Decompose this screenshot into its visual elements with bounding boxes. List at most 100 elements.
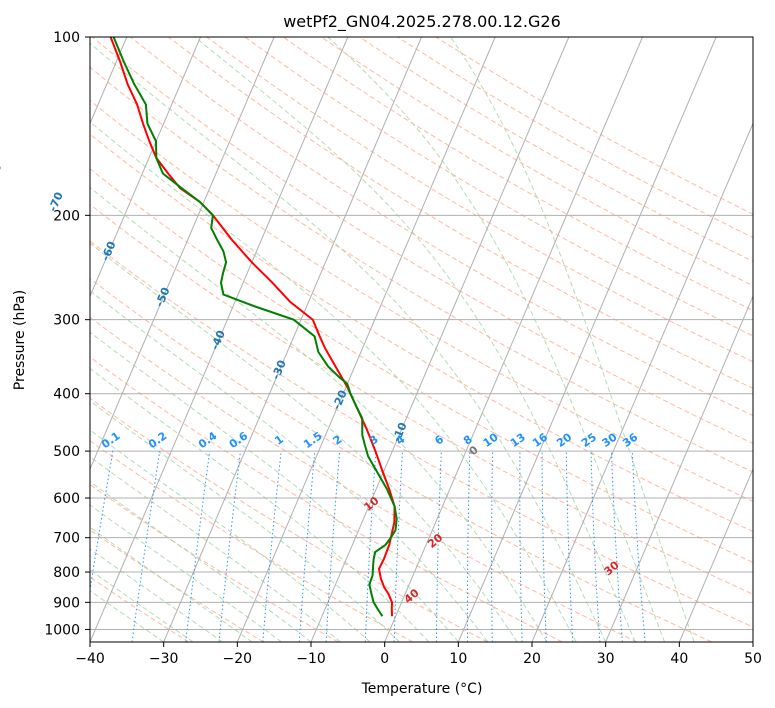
mixing-ratio-label: 13 xyxy=(508,431,528,450)
x-tick-label: −10 xyxy=(296,651,326,667)
mixing-ratio-line xyxy=(631,451,646,642)
mixing-ratio-line xyxy=(565,451,574,642)
x-axis-title: Temperature (°C) xyxy=(361,681,483,697)
isotherm-label: -40 xyxy=(208,328,228,352)
x-tick-label: −30 xyxy=(149,651,179,667)
moist-adiabat xyxy=(90,367,430,642)
isotherm xyxy=(90,37,275,471)
mixing-ratio-line xyxy=(611,451,623,642)
x-tick-label: 0 xyxy=(380,651,389,667)
isotherm xyxy=(457,37,717,642)
x-tick-label: 20 xyxy=(523,651,541,667)
moist-adiabat xyxy=(90,121,577,642)
dry-adiabat xyxy=(90,529,264,642)
dry-adiabat xyxy=(90,576,190,642)
mixing-ratio-line xyxy=(466,451,471,642)
axes: −40 −30 −20 −10 0 10 20 30 40 5010020030040050060… xyxy=(44,30,762,667)
y-tick-label: 1000 xyxy=(44,622,80,638)
mixing-ratio-label: 0.2 xyxy=(146,429,169,451)
moist-adiabat-label: 30 xyxy=(602,558,622,578)
isotherm-label: -60 xyxy=(99,239,119,263)
mixing-ratio-label: 10 xyxy=(481,430,501,450)
dry-adiabat xyxy=(168,37,753,389)
isotherm xyxy=(384,37,643,642)
mixing-ratio-line xyxy=(298,451,316,642)
dry-adiabat xyxy=(90,483,339,642)
y-tick-label: 900 xyxy=(53,595,80,611)
temperature-profile xyxy=(109,37,396,617)
mixing-ratio-line xyxy=(218,451,241,642)
isotherm xyxy=(531,122,753,642)
isotherm xyxy=(163,37,422,642)
dry-adiabat xyxy=(90,397,488,642)
dry-adiabat xyxy=(90,99,753,502)
dry-adiabat xyxy=(90,66,753,473)
moist-adiabat xyxy=(450,37,695,642)
isotherm xyxy=(236,37,496,642)
moist-adiabat xyxy=(90,569,194,642)
moist-adiabat xyxy=(90,290,489,642)
dry-adiabat xyxy=(90,240,753,628)
moist-adiabat xyxy=(90,548,223,642)
dry-adiabat xyxy=(435,37,753,215)
dry-adiabat xyxy=(359,37,753,263)
dry-adiabat xyxy=(244,37,753,337)
line-labels: -100-90-80-70-60-50-40-30-20-100.10.20.4… xyxy=(0,161,641,606)
mixing-ratio-line xyxy=(262,451,282,642)
dry-adiabat xyxy=(90,203,753,595)
isotherm xyxy=(605,295,753,642)
x-tick-label: 30 xyxy=(597,651,615,667)
moist-adiabat-label: 20 xyxy=(425,531,445,551)
moist-adiabat xyxy=(90,400,400,642)
x-tick-label: 40 xyxy=(670,651,688,667)
isotherm xyxy=(90,37,201,298)
mixing-ratio-label: 0.1 xyxy=(99,429,122,451)
x-tick-label: 10 xyxy=(449,651,467,667)
moist-adiabat xyxy=(90,504,282,642)
isotherm-label: -50 xyxy=(153,285,173,309)
mixing-ratio-line xyxy=(131,451,161,642)
y-tick-label: 700 xyxy=(53,531,80,547)
x-tick-label: −40 xyxy=(75,651,105,667)
dewpoint-profile xyxy=(112,37,398,617)
dry-adiabat xyxy=(90,316,638,642)
moist-adiabat xyxy=(90,331,459,642)
y-tick-label: 500 xyxy=(53,444,80,460)
dry-adiabat xyxy=(206,37,753,363)
dry-adiabat xyxy=(91,37,753,445)
mixing-ratio-label: 0.4 xyxy=(196,429,220,451)
dry-adiabat xyxy=(90,168,753,563)
moist-adiabat xyxy=(90,242,518,642)
y-tick-label: 800 xyxy=(53,565,80,581)
dry-adiabat xyxy=(90,440,414,642)
moist-adiabat xyxy=(90,186,548,642)
dry-adiabat xyxy=(90,133,753,533)
y-tick-label: 200 xyxy=(53,208,80,224)
moist-adiabat-label: 40 xyxy=(402,586,422,606)
mixing-ratio-label: 25 xyxy=(579,431,599,450)
mixing-ratio-line xyxy=(90,451,114,593)
mixing-ratio-line xyxy=(491,451,494,642)
moist-adiabat xyxy=(327,37,666,642)
moist-adiabat xyxy=(90,456,341,642)
moist-adiabat xyxy=(90,526,253,642)
y-tick-label: 600 xyxy=(53,491,80,507)
mixing-ratio-label: 20 xyxy=(554,430,574,450)
chart-title: wetPf2_GN04.2025.278.00.12.G26 xyxy=(283,12,561,32)
y-tick-label: 300 xyxy=(53,313,80,329)
y-axis-title: Pressure (hPa) xyxy=(12,290,28,390)
mixing-ratio-line xyxy=(590,451,601,642)
y-tick-label: 100 xyxy=(53,30,80,46)
mixing-ratio-label: 1.5 xyxy=(301,429,324,451)
background-lines xyxy=(90,37,753,642)
moist-adiabat-label: 10 xyxy=(361,494,381,514)
moist-adiabat xyxy=(194,37,636,642)
dry-adiabat xyxy=(90,356,563,642)
isotherm xyxy=(752,640,753,642)
plot-frame xyxy=(89,36,754,643)
mixing-ratio-label: 1 xyxy=(272,433,286,448)
dry-adiabat xyxy=(90,278,712,642)
y-tick-label: 400 xyxy=(53,387,80,403)
isotherm xyxy=(678,467,753,642)
isotherm-label: -80 xyxy=(0,161,5,185)
